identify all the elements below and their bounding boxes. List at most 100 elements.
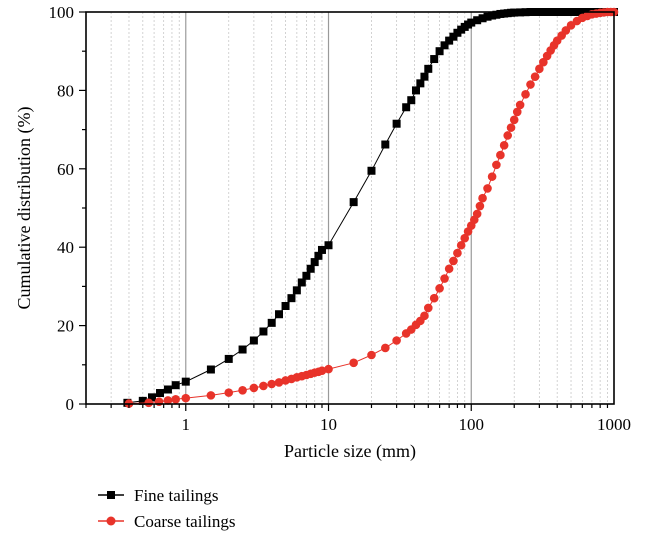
data-point (349, 358, 358, 368)
data-point (526, 80, 535, 89)
data-point (521, 90, 530, 99)
data-point (249, 336, 258, 345)
data-point (275, 310, 284, 319)
data-point (317, 366, 327, 375)
data-point (530, 72, 540, 81)
legend-marker-coarse-tailings (106, 516, 116, 526)
data-point (171, 394, 180, 404)
data-point (274, 378, 284, 387)
data-point (138, 396, 147, 405)
data-point (512, 107, 522, 117)
data-point (238, 385, 247, 395)
data-point (453, 248, 462, 258)
y-tick-label: 60 (57, 160, 74, 179)
data-point (478, 14, 487, 23)
x-tick-label: 1 (182, 415, 191, 434)
data-point (440, 274, 449, 283)
data-point (456, 240, 466, 250)
data-point (206, 365, 215, 374)
x-tick-label: 10 (320, 415, 337, 434)
data-point (224, 388, 234, 397)
data-point (292, 286, 301, 295)
data-point (181, 393, 191, 403)
data-point (310, 258, 319, 267)
data-point (467, 18, 476, 27)
data-point (475, 201, 485, 211)
data-point (281, 302, 290, 310)
data-point (156, 389, 165, 398)
data-point (492, 10, 501, 19)
data-point (509, 115, 519, 125)
data-point (444, 264, 454, 274)
data-point (506, 123, 516, 132)
data-point (449, 256, 458, 266)
data-point (163, 385, 172, 394)
data-point (499, 140, 509, 150)
y-axis-label: Cumulative distribution (%) (14, 107, 35, 310)
legend-item-coarse-tailings: Coarse tailings (98, 512, 236, 531)
data-point (287, 294, 296, 303)
data-point (449, 32, 458, 41)
data-point (445, 36, 454, 45)
data-point (487, 172, 497, 181)
data-point (496, 150, 505, 160)
data-point (483, 184, 492, 193)
data-point (435, 284, 444, 293)
data-point (430, 55, 439, 64)
data-point (367, 166, 376, 175)
x-axis-label: Particle size (mm) (284, 441, 416, 462)
data-point (460, 233, 470, 243)
y-tick-label: 20 (57, 317, 74, 336)
data-point (317, 245, 326, 254)
data-point (473, 16, 482, 25)
data-point (259, 381, 268, 391)
data-point (367, 350, 376, 360)
series-layer (123, 7, 619, 408)
data-point (515, 100, 525, 110)
data-point (392, 336, 401, 345)
x-tick-label: 100 (459, 415, 485, 434)
data-point (148, 393, 157, 402)
data-point (407, 96, 416, 105)
data-point (539, 57, 548, 67)
data-point (392, 119, 401, 128)
data-point (423, 303, 433, 313)
data-point (163, 396, 173, 405)
data-point (483, 12, 492, 21)
data-point (297, 278, 306, 287)
legend: Fine tailings Coarse tailings (98, 486, 236, 531)
grid-lines (85, 12, 608, 404)
data-point (411, 86, 420, 95)
data-point (381, 343, 390, 353)
data-point (381, 140, 390, 149)
data-point (492, 160, 501, 170)
y-tick-label: 80 (57, 81, 74, 100)
legend-label-fine-tailings: Fine tailings (134, 486, 219, 505)
data-point (238, 345, 247, 354)
data-point (402, 103, 411, 112)
data-point (478, 193, 487, 203)
data-point (171, 381, 180, 390)
data-point (224, 354, 233, 363)
data-point (435, 47, 444, 56)
data-point (420, 72, 429, 81)
data-point (488, 11, 497, 20)
data-point (314, 251, 323, 260)
x-tick-label: 1000 (597, 415, 631, 434)
series-0 (123, 8, 618, 407)
data-point (181, 377, 190, 386)
series-1 (124, 7, 619, 408)
data-point (144, 398, 154, 408)
y-tick-label: 40 (57, 238, 74, 257)
data-point (324, 241, 333, 250)
y-tick-label: 100 (49, 3, 75, 22)
data-point (420, 311, 429, 321)
data-point (259, 327, 268, 336)
data-point (349, 198, 358, 207)
legend-label-coarse-tailings: Coarse tailings (134, 512, 236, 531)
data-point (267, 379, 277, 389)
legend-marker-fine-tailings (107, 491, 115, 499)
data-point (306, 264, 315, 273)
data-point (535, 64, 544, 74)
